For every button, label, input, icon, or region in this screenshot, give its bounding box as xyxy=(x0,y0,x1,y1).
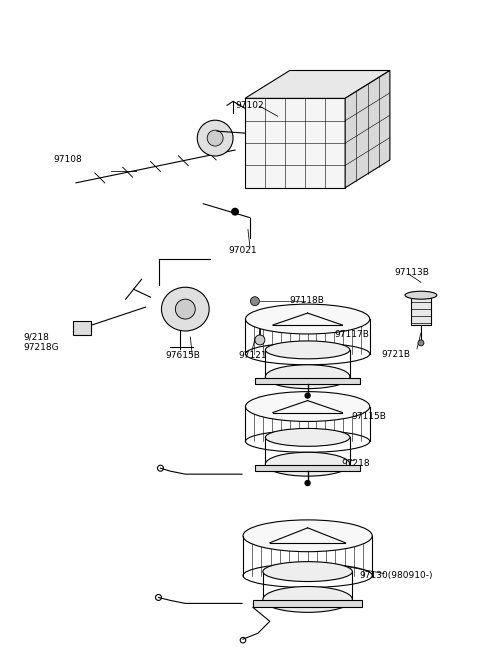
Circle shape xyxy=(251,297,259,306)
Bar xyxy=(255,465,360,471)
Ellipse shape xyxy=(265,365,350,389)
Text: 97118B: 97118B xyxy=(290,296,324,305)
Bar xyxy=(253,600,362,607)
Circle shape xyxy=(231,208,239,215)
Text: 97117B: 97117B xyxy=(335,330,369,340)
Polygon shape xyxy=(245,70,390,99)
Bar xyxy=(245,99,345,188)
Text: 97021: 97021 xyxy=(228,246,257,255)
Text: 97218: 97218 xyxy=(341,459,370,468)
Circle shape xyxy=(418,340,424,346)
Circle shape xyxy=(175,299,195,319)
Bar xyxy=(255,378,360,384)
Bar xyxy=(73,321,91,335)
Text: 97121: 97121 xyxy=(238,351,266,360)
Text: 97115B: 97115B xyxy=(351,412,386,421)
Circle shape xyxy=(255,335,265,345)
Text: 9/218
97218G: 9/218 97218G xyxy=(23,332,59,351)
Polygon shape xyxy=(345,70,390,188)
Ellipse shape xyxy=(405,291,437,299)
Text: 97130(980910-): 97130(980910-) xyxy=(360,571,433,580)
Ellipse shape xyxy=(263,562,352,581)
Ellipse shape xyxy=(161,287,209,331)
Ellipse shape xyxy=(245,392,370,421)
Circle shape xyxy=(207,130,223,146)
Text: 97615B: 97615B xyxy=(166,351,200,360)
Bar xyxy=(411,295,431,325)
Ellipse shape xyxy=(243,520,372,552)
Ellipse shape xyxy=(263,587,352,612)
Text: 9721B: 9721B xyxy=(381,350,410,359)
Ellipse shape xyxy=(245,304,370,334)
Circle shape xyxy=(197,120,233,156)
Circle shape xyxy=(305,393,310,398)
Ellipse shape xyxy=(265,341,350,359)
Text: 97108: 97108 xyxy=(53,156,82,164)
Text: 97102: 97102 xyxy=(235,101,264,110)
Ellipse shape xyxy=(265,428,350,446)
Text: 97113B: 97113B xyxy=(394,268,429,277)
Circle shape xyxy=(305,481,310,486)
Ellipse shape xyxy=(265,452,350,476)
